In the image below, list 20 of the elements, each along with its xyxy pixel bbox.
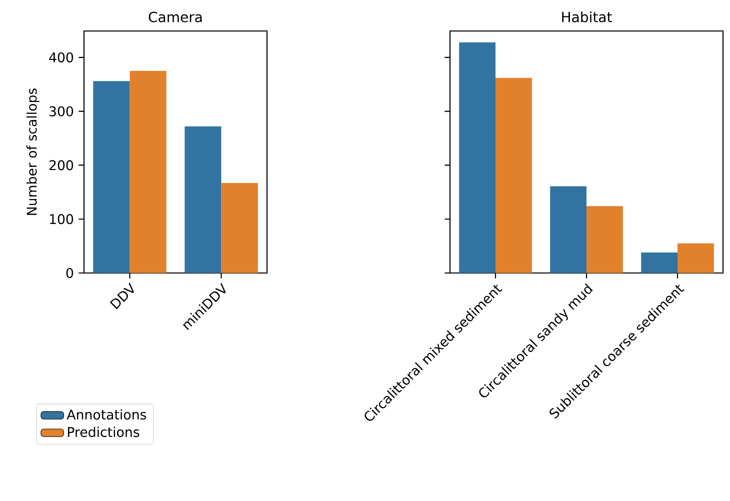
chart-title: Habitat xyxy=(562,11,612,22)
bar xyxy=(459,42,496,273)
legend-label: Annotations xyxy=(66,409,146,420)
legend-label: Predictions xyxy=(68,426,140,438)
bar xyxy=(678,243,714,273)
bar xyxy=(130,70,166,273)
y-axis-title: Number of scallops xyxy=(26,88,40,215)
y-tick-label: 300 xyxy=(50,106,74,116)
bar xyxy=(550,186,587,273)
chart-title: Camera xyxy=(148,12,202,22)
bar xyxy=(641,252,678,273)
bar xyxy=(586,206,623,273)
y-tick-label: 400 xyxy=(49,52,74,62)
bar xyxy=(221,182,258,273)
y-tick-label: 0 xyxy=(66,268,74,278)
y-tick-label: 200 xyxy=(49,160,74,170)
bar xyxy=(93,81,130,273)
bar xyxy=(496,78,532,273)
bar xyxy=(184,126,222,273)
y-tick-label: 100 xyxy=(50,214,74,224)
